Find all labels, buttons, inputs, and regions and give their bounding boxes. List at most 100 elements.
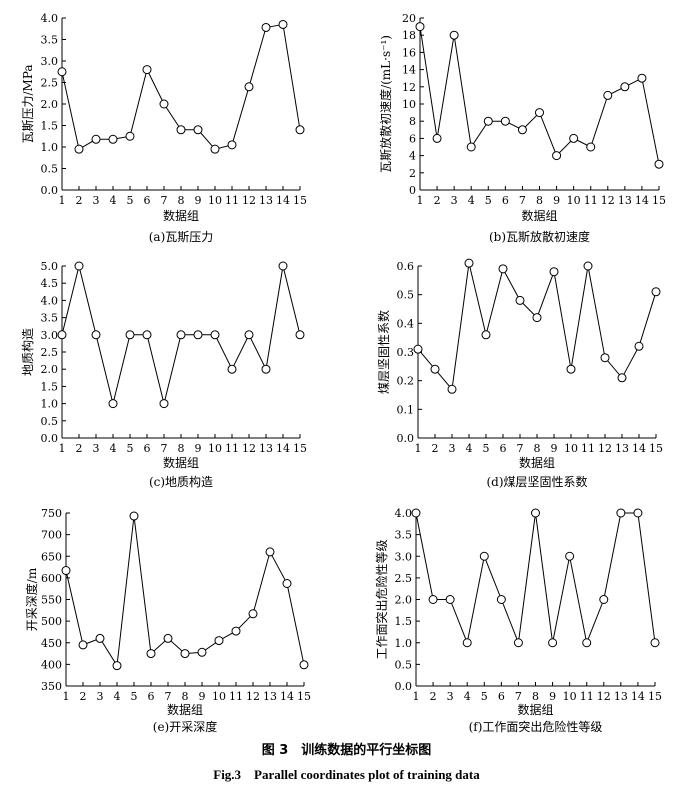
data-point-c: [227, 364, 237, 374]
x-tick-label-c: 5: [127, 442, 134, 455]
x-tick-label-d: 7: [517, 442, 524, 455]
x-tick-label-e: 15: [297, 690, 311, 703]
data-point-c: [295, 330, 305, 340]
data-point-a: [159, 99, 169, 109]
x-tick-label-d: 2: [432, 442, 439, 455]
x-tick-label-c: 15: [293, 442, 307, 455]
data-point-c: [74, 261, 84, 271]
y-tick-label-e: 650: [41, 550, 62, 563]
y-tick-label-b: 4: [409, 150, 416, 163]
data-point-c: [91, 330, 101, 340]
x-tick-label-a: 1: [59, 194, 66, 207]
data-point-f: [479, 551, 489, 561]
x-tick-label-f: 4: [464, 690, 471, 703]
y-tick-label-d: 0.5: [397, 289, 415, 302]
y-tick-label-e: 600: [41, 572, 62, 585]
y-tick-label-d: 0.6: [397, 260, 415, 273]
data-point-f: [633, 508, 643, 518]
data-point-a: [278, 19, 288, 29]
y-tick-label-c: 5.0: [41, 260, 59, 273]
y-tick-label-b: 16: [402, 46, 416, 59]
y-tick-label-b: 12: [402, 81, 416, 94]
y-tick-label-f: 2.5: [395, 572, 413, 585]
y-axis-label-c: 地质构造: [20, 328, 35, 376]
x-tick-label-b: 2: [434, 194, 441, 207]
x-tick-label-e: 3: [97, 690, 104, 703]
y-tick-label-c: 4.5: [41, 277, 59, 290]
x-tick-label-c: 4: [110, 442, 117, 455]
data-point-a: [57, 67, 67, 77]
data-point-b: [432, 133, 442, 143]
x-tick-label-b: 7: [519, 194, 526, 207]
x-axis-label-f: 数据组: [517, 702, 553, 717]
x-tick-label-b: 3: [451, 194, 458, 207]
x-tick-label-a: 15: [293, 194, 307, 207]
y-tick-label-f: 1.0: [395, 637, 413, 650]
y-tick-label-d: 0.0: [397, 432, 415, 445]
x-tick-label-a: 11: [225, 194, 239, 207]
panel-caption-c: (c)地质构造: [149, 474, 213, 489]
x-tick-label-c: 6: [144, 442, 151, 455]
data-point-b: [517, 125, 527, 135]
x-tick-label-d: 14: [632, 442, 646, 455]
data-point-f: [411, 508, 421, 518]
x-tick-label-e: 7: [165, 690, 172, 703]
x-tick-label-c: 1: [59, 442, 66, 455]
data-point-a: [74, 144, 84, 154]
x-tick-label-e: 13: [263, 690, 277, 703]
data-point-d: [651, 287, 661, 297]
y-tick-label-b: 6: [409, 132, 416, 145]
x-tick-label-d: 11: [581, 442, 595, 455]
x-tick-label-c: 12: [242, 442, 256, 455]
y-tick-label-e: 700: [41, 529, 62, 542]
y-tick-label-a: 0.5: [41, 163, 59, 176]
data-point-b: [535, 108, 544, 118]
data-point-b: [603, 90, 613, 100]
data-point-d: [464, 258, 474, 268]
y-tick-label-b: 2: [409, 167, 416, 180]
y-tick-label-d: 0.1: [397, 403, 415, 416]
data-point-d: [617, 373, 627, 383]
x-tick-label-e: 9: [199, 690, 206, 703]
x-tick-label-e: 1: [63, 690, 70, 703]
y-tick-label-d: 0.2: [397, 375, 415, 388]
y-tick-label-e: 450: [41, 637, 62, 650]
y-tick-label-f: 3.0: [395, 550, 413, 563]
x-tick-label-a: 8: [178, 194, 185, 207]
y-tick-label-c: 2.5: [41, 346, 59, 359]
data-point-a: [227, 140, 237, 150]
y-tick-label-f: 0.0: [395, 680, 413, 693]
y-tick-label-e: 350: [41, 680, 62, 693]
x-tick-label-a: 6: [144, 194, 151, 207]
x-tick-label-f: 5: [481, 690, 488, 703]
x-tick-label-d: 8: [534, 442, 541, 455]
data-point-e: [180, 649, 190, 659]
x-tick-label-a: 7: [161, 194, 168, 207]
series-line-d: [417, 262, 657, 391]
data-point-f: [445, 595, 455, 604]
data-point-a: [125, 131, 135, 141]
x-tick-label-e: 4: [114, 690, 121, 703]
x-tick-label-f: 13: [614, 690, 628, 703]
data-point-e: [248, 609, 258, 619]
y-tick-label-b: 14: [402, 64, 416, 77]
data-point-f: [428, 595, 438, 604]
y-tick-label-a: 0.0: [41, 184, 59, 197]
y-tick-label-f: 3.5: [395, 529, 413, 542]
y-tick-label-a: 2.5: [41, 77, 59, 90]
data-point-c: [57, 330, 67, 340]
data-point-e: [282, 578, 292, 588]
data-point-c: [193, 330, 203, 340]
x-axis-label-c: 数据组: [163, 455, 199, 470]
data-point-e: [129, 511, 139, 521]
y-tick-label-b: 20: [402, 12, 416, 25]
data-point-c: [210, 330, 220, 340]
data-point-f: [531, 508, 540, 518]
data-point-a: [108, 134, 118, 144]
data-point-c: [176, 330, 186, 340]
data-point-c: [159, 399, 169, 409]
data-point-f: [496, 595, 506, 604]
panel-caption-d: (d)煤层坚固性系数: [486, 474, 587, 489]
data-point-d: [549, 267, 559, 277]
